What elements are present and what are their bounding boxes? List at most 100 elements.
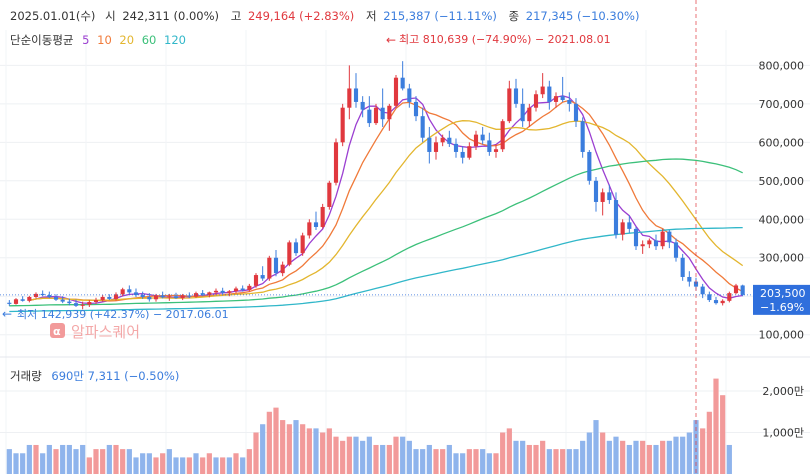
price-tick-label: 300,000 [759,252,805,265]
candle-body [627,222,632,229]
volume-bar [406,440,412,474]
volume-bar [300,424,306,474]
volume-bar [340,440,346,474]
volume-bar [446,444,452,474]
candle-body [280,264,285,274]
volume-bar [413,449,419,474]
candle-body [680,257,685,277]
volume-label: 거래량 [10,369,42,383]
candle-body [293,242,299,254]
candle-body [587,151,592,181]
candle-body [400,77,405,89]
volume-bar [293,420,299,474]
candle-body [613,200,619,235]
volume-bar [560,449,566,474]
volume-bar [13,453,19,474]
candle-body [533,94,539,108]
candle-body [333,142,339,183]
volume-bar [713,378,719,474]
watermark-logo-icon [50,323,65,338]
volume-bar [200,457,206,474]
volume-bar [126,449,132,474]
volume-bar [386,444,392,474]
grid [0,30,810,474]
candle-body [733,285,739,294]
price-tick-label: 700,000 [759,98,805,111]
candle-body [620,222,625,235]
volume-bar [720,395,726,474]
volume-bar [320,432,326,474]
ma-20-line [29,120,744,301]
candle-body [140,295,145,297]
volume-bar [220,457,226,474]
candle-body [687,276,692,282]
volume-bar [106,444,112,474]
candle-body [320,206,325,227]
candle-body [107,296,112,299]
header-low: 215,387 (−11.11%) [383,9,497,23]
candle-body [100,296,105,301]
candle-body [707,294,712,301]
volume-bar [553,449,559,474]
volume-bar [140,453,146,474]
candle-body [660,231,665,247]
candle-body [300,235,305,254]
candle-body [153,295,159,300]
candle-body [67,301,72,304]
candle-body [600,192,605,202]
candle-body [60,299,65,302]
volume-bar [593,420,599,474]
current-price-change: −1.69% [760,301,804,314]
candle-body [720,300,725,304]
volume-bar [120,449,126,474]
header-close: 217,345 (−10.30%) [526,9,640,23]
volume-bar [453,453,459,474]
volume-bar [20,453,26,474]
candle-body [267,257,272,279]
candle-body [87,301,92,305]
candle-body [233,288,239,292]
volume-bar [680,436,686,474]
candle-body [527,107,532,122]
high-annotation: ← 최고 810,639 (−74.90%) − 2021.08.01 [386,33,611,47]
volume-bar [546,449,552,474]
volume-bar [706,411,712,474]
volume-bar [526,444,532,474]
candle-body [453,143,459,152]
candle-body [700,286,705,295]
volume-bar [420,449,426,474]
candle-body [367,109,372,124]
volume-bar [253,432,259,474]
low-annotation-text: 최저 142,939 (+42.37%) − 2017.06.01 [17,308,229,321]
watermark-text: 알파스퀘어 [71,323,140,341]
candle-body [593,180,599,202]
volume-bar [646,444,652,474]
current-price-value: 203,500 [760,287,806,300]
candle-body [560,96,565,101]
candles [7,61,745,310]
candle-body [567,100,572,104]
volume-bar [353,436,359,474]
volume-bar [433,449,439,474]
candle-body [513,88,519,104]
candle-body [27,296,32,301]
candle-body [693,281,699,287]
volume-bar [500,432,506,474]
volume-bar [393,436,399,474]
volume-bar [366,436,372,474]
candle-body [227,291,232,293]
candle-body [573,103,579,122]
ma-legend[interactable]: 단순이동평균 5 10 20 60 120 [10,33,186,47]
volume-bar [80,444,86,474]
volume-bar [686,432,692,474]
candle-body [220,290,225,293]
volume-bar [26,444,32,474]
candle-body [487,140,492,152]
candle-body [33,293,39,297]
ma-10: 10 [97,33,112,47]
volume-bars [6,378,732,474]
candle-body [340,107,345,143]
volume-bar [380,444,386,474]
volume-bar [346,436,352,474]
